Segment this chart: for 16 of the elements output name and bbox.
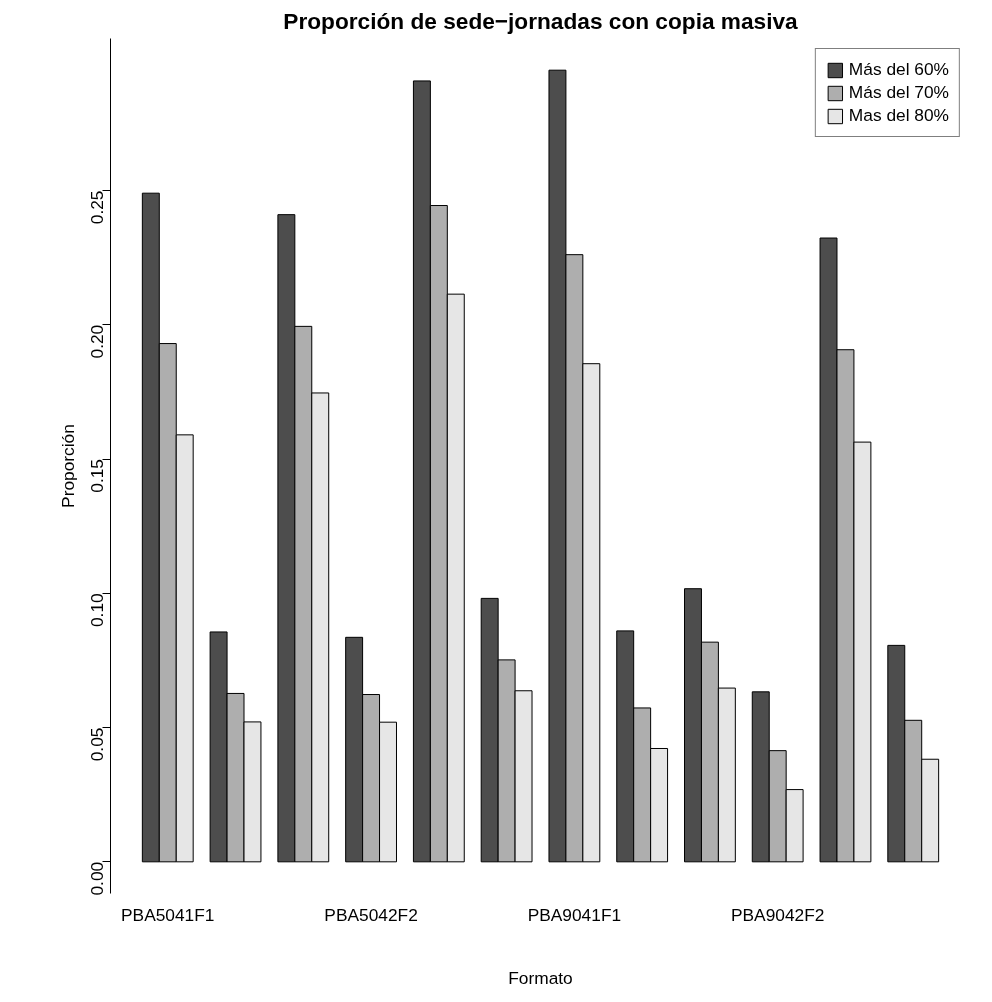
x-axis-title: Formato	[508, 967, 573, 988]
y-axis-title: Proporción	[57, 424, 78, 508]
x-tick-label: PBA9042F2	[730, 904, 825, 925]
y-tick-label: 0.05	[87, 727, 108, 762]
y-tick-label: 0.20	[87, 324, 108, 359]
x-tick-label: PBA9041F1	[527, 904, 622, 925]
legend-label: Más del 70%	[848, 82, 949, 103]
y-tick-label: 0.15	[87, 459, 108, 493]
y-tick-label: 0.10	[87, 593, 108, 628]
chart-title: Proporción de sede−jornadas con copia masiva	[283, 7, 799, 34]
legend-label: Más del 60%	[848, 59, 949, 80]
legend-label: Mas del 80%	[848, 105, 949, 126]
y-tick-label: 0.25	[87, 190, 108, 225]
x-tick-label: PBA5042F2	[324, 904, 418, 925]
y-tick-label: 0.00	[87, 861, 108, 896]
x-tick-label: PBA5041F1	[121, 904, 215, 925]
